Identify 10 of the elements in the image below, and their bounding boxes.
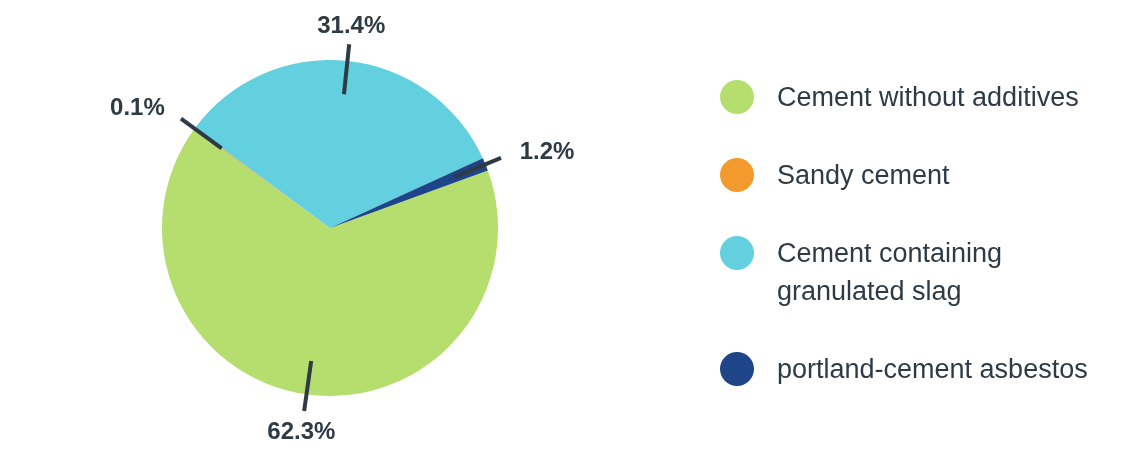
data-label: 31.4% — [317, 10, 386, 38]
pie-slice — [194, 60, 483, 228]
legend-label: Cement without additives — [777, 82, 1079, 112]
data-label: 0.1% — [110, 93, 165, 121]
data-label: 62.3% — [267, 417, 336, 445]
pie-slice — [162, 129, 498, 396]
legend-label: Cement containing granulated slag — [777, 238, 1003, 306]
legend-label: Sandy cement — [777, 160, 951, 190]
legend-label: portland-cement asbestos — [777, 354, 1088, 384]
data-label: 1.2% — [519, 136, 575, 164]
